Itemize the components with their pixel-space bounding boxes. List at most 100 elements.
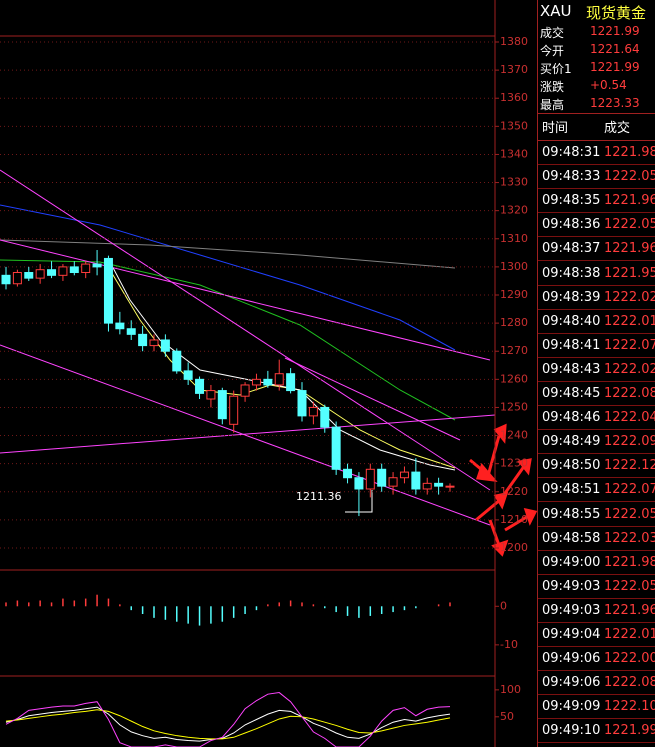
y-tick-label: 1330: [500, 176, 528, 189]
trade-price: 1222.05: [604, 169, 655, 185]
trade-price: 1221.95: [604, 265, 655, 281]
trade-price: 1222.05: [604, 217, 655, 233]
trade-price: 1222.01: [604, 313, 655, 329]
trade-row: 09:48:36 1222.05: [538, 213, 655, 238]
trade-price: 1222.09: [604, 434, 655, 450]
trade-price: 1222.01: [604, 627, 655, 642]
trade-price: 1221.99: [604, 723, 655, 739]
trade-row: 09:48:55 1222.05: [538, 503, 655, 527]
y-tick-label: 1210: [500, 513, 528, 526]
annotation: 1211.36: [296, 490, 342, 503]
trade-time: 09:48:51: [542, 482, 601, 498]
trade-price: 1221.98: [604, 554, 655, 570]
trade-price: 1222.03: [604, 530, 655, 546]
candle-body: [377, 468, 387, 487]
trade-row: 09:48:49 1222.09: [538, 430, 655, 455]
trade-row: 09:49:00 1221.98: [538, 551, 655, 575]
trade-time: 09:48:37: [542, 241, 601, 257]
y-tick-label: 1230: [500, 457, 528, 470]
candle-body: [217, 390, 227, 420]
candle-body: [24, 272, 34, 279]
chart: 1200 1210 1220 1230 1240 1250 1260 1270 1280 1290…: [0, 0, 537, 747]
trade-time: 09:48:31: [542, 145, 601, 160]
y-tick-label: 1340: [500, 147, 528, 160]
candle-body: [126, 328, 136, 335]
trade-price: 1222.12: [604, 458, 655, 474]
trade-time: 09:49:06: [542, 675, 601, 691]
candle-body: [115, 322, 125, 330]
trade-row: 09:48:50 1222.12: [538, 454, 655, 479]
y-tick-label: 1240: [500, 429, 528, 442]
trade-time: 09:49:04: [542, 627, 601, 642]
candle-body: [297, 390, 307, 417]
trade-row: 09:48:41 1222.07: [538, 334, 655, 358]
candle-body: [263, 378, 273, 386]
quote-label: 涨跌: [540, 80, 565, 94]
trade-price: 1221.96: [604, 193, 655, 209]
y-tick-label: 1300: [500, 260, 528, 273]
candle-body: [206, 390, 216, 400]
trade-price: 1222.02: [604, 289, 655, 305]
trade-price: 1221.96: [604, 602, 655, 618]
candle-body: [343, 468, 353, 479]
y-tick-label: 1320: [500, 204, 528, 217]
y-tick-label: 1310: [500, 232, 528, 245]
candle-body: [138, 333, 148, 347]
candle-body: [251, 378, 261, 386]
candle-body: [47, 269, 57, 276]
trade-time: 09:48:50: [542, 458, 601, 474]
candle-body: [286, 373, 296, 392]
trade-price: 1222.05: [604, 578, 655, 594]
trade-time: 09:48:39: [542, 289, 601, 305]
y-tick-label: 1370: [500, 63, 528, 76]
trade-row: 09:49:09 1222.10: [538, 695, 655, 720]
candle-body: [411, 471, 421, 490]
candle-body: [183, 370, 193, 380]
trade-time: 09:49:06: [542, 651, 601, 667]
candle-body: [399, 471, 409, 479]
trade-row: 09:48:46 1222.04: [538, 406, 655, 431]
trade-row: 09:49:03 1222.05: [538, 575, 655, 599]
trade-time: 09:48:55: [542, 506, 601, 522]
y-tick-label: 1350: [500, 119, 528, 132]
quote-panel: XAU 现货黄金 成交 1221.99 今开 1221.64 买价1 1221.99 涨跌 +0.…: [537, 0, 655, 747]
trade-row: 09:48:45 1222.08: [538, 382, 655, 406]
trade-time: 09:48:36: [542, 217, 601, 233]
trade-row: 09:49:03 1221.96: [538, 599, 655, 623]
candle-body: [160, 339, 170, 352]
trade-row: 09:48:38 1221.95: [538, 262, 655, 286]
trade-price: 1222.07: [604, 482, 655, 498]
candle-body: [103, 257, 113, 324]
quote-value: 1221.64: [590, 42, 640, 56]
trade-time: 09:48:41: [542, 337, 601, 353]
y-tick-label: 1250: [500, 400, 528, 413]
trade-price: 1222.00: [604, 651, 655, 667]
candle-body: [229, 395, 239, 425]
candle-body: [92, 263, 102, 268]
y-tick-label: 100: [500, 683, 521, 696]
trade-time: 09:48:45: [542, 386, 601, 401]
candle-body: [172, 350, 182, 372]
trade-time: 09:48:46: [542, 410, 601, 426]
trade-time: 09:48:58: [542, 530, 601, 546]
quote-label: 买价1: [540, 62, 572, 76]
candle-body: [354, 477, 364, 490]
trade-row: 09:49:06 1222.00: [538, 647, 655, 672]
trade-row: 09:48:37 1221.96: [538, 237, 655, 262]
trade-time: 09:49:00: [542, 554, 601, 570]
decorations: [0, 169, 496, 526]
trade-price: 1222.02: [604, 361, 655, 377]
candle-body: [274, 373, 284, 386]
trade-row: 09:48:31 1221.98: [538, 141, 655, 165]
quote-label: 最高: [540, 98, 565, 112]
trades-header: 时间: [542, 121, 569, 136]
indicator-line: [5, 709, 451, 740]
y-tick-label: 1200: [500, 541, 528, 554]
candle-body: [388, 477, 398, 487]
candle-body: [320, 406, 330, 428]
quote-label: 成交: [540, 26, 565, 40]
trade-row: 09:48:43 1222.02: [538, 358, 655, 382]
quote-value: +0.54: [590, 78, 627, 92]
candle-body: [149, 339, 159, 347]
